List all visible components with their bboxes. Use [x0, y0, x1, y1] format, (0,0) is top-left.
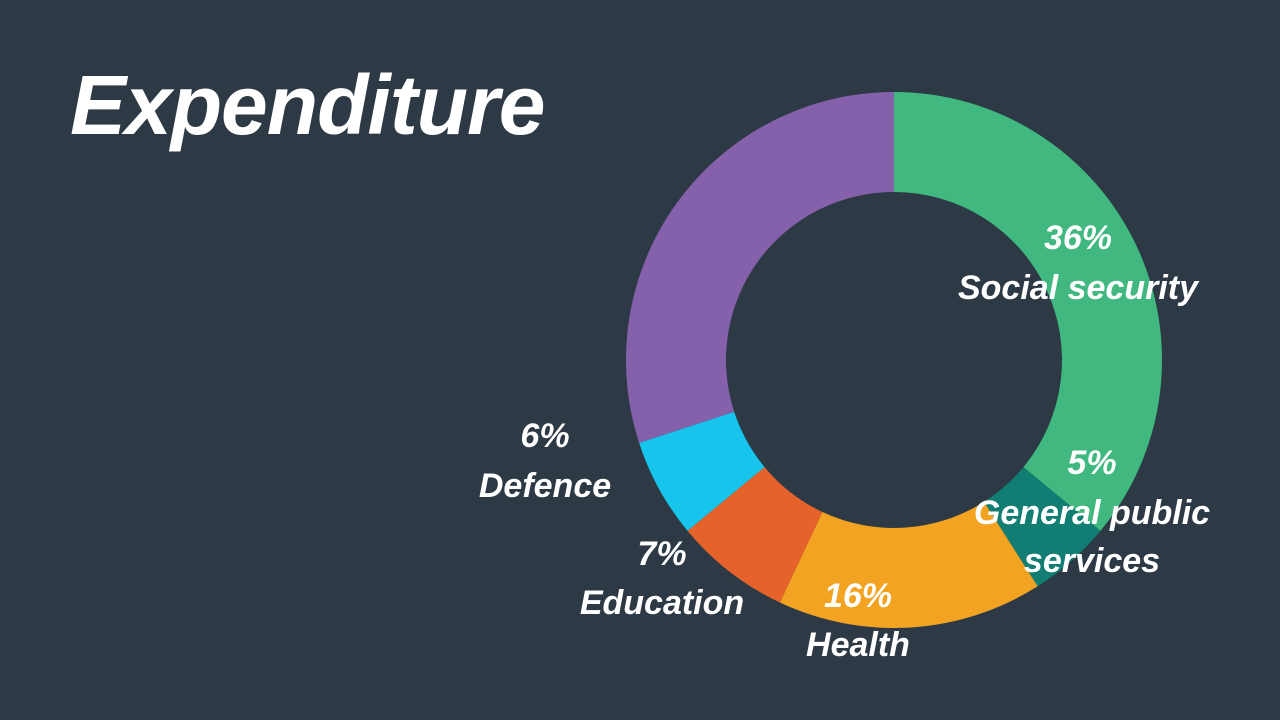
chart-title: Expenditure	[70, 58, 544, 152]
donut-segment	[687, 467, 823, 603]
value-label: 7%	[637, 535, 686, 573]
category-label: Health	[806, 626, 910, 664]
value-label: 16%	[824, 577, 892, 615]
label-line: General public	[974, 494, 1210, 532]
category-label: Education	[580, 584, 744, 622]
label-line: services	[1024, 542, 1160, 580]
category-label: Defence	[479, 467, 611, 505]
donut-segment	[779, 501, 1038, 628]
value-label: 36%	[1044, 219, 1112, 257]
category-label: Social security	[958, 269, 1200, 307]
value-label: 6%	[520, 417, 569, 455]
value-label: 5%	[1067, 444, 1116, 482]
donut-segment	[626, 92, 894, 443]
donut-segment	[984, 467, 1101, 587]
donut-segment	[639, 411, 765, 531]
category-label: General public services	[974, 494, 1210, 580]
donut-segment	[894, 92, 1162, 531]
